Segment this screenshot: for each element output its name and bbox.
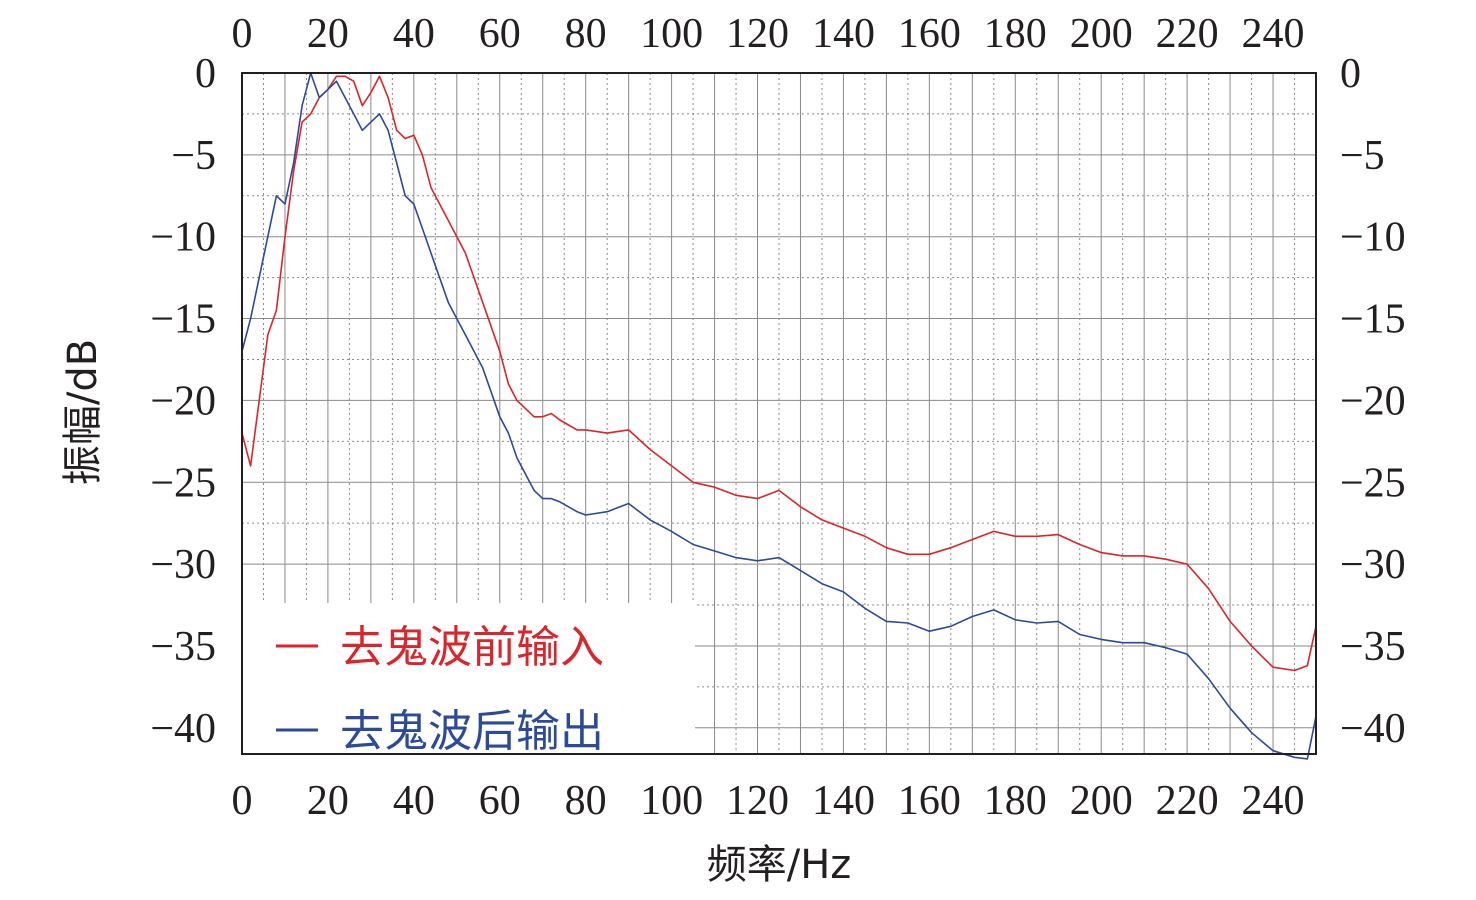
x-tick-label-top: 40 [393,11,435,57]
x-tick-label-bottom: 140 [812,778,875,824]
x-tick-label-bottom: 240 [1242,778,1305,824]
x-tick-label-top: 240 [1242,11,1305,57]
y-tick-label-left: −30 [150,542,216,588]
x-tick-label-bottom: 100 [640,778,703,824]
x-tick-label-top: 20 [307,11,349,57]
x-tick-label-top: 120 [726,11,789,57]
grid-lines [242,73,1316,754]
y-tick-label-left: −35 [150,624,216,670]
x-tick-label-bottom: 160 [898,778,961,824]
x-tick-label-top: 0 [232,11,253,57]
y-tick-label-right: −35 [1340,624,1406,670]
x-tick-label-top: 220 [1156,11,1219,57]
y-tick-label-left: −15 [150,297,216,343]
y-tick-label-right: −10 [1340,215,1406,261]
series-line-1 [241,72,1317,760]
y-tick-label-left: 0 [195,51,216,97]
x-tick-label-top: 160 [898,11,961,57]
tick-labels: 0020204040606080801001001201201401401601… [150,11,1405,824]
y-tick-label-right: −40 [1340,706,1406,752]
series-line-0 [241,75,1317,672]
y-tick-label-left: −20 [150,378,216,424]
y-tick-label-right: −30 [1340,542,1406,588]
x-tick-label-top: 180 [984,11,1047,57]
y-tick-label-right: −25 [1340,460,1406,506]
x-tick-label-bottom: 20 [307,778,349,824]
y-axis-title: 振幅/dB [60,339,106,485]
x-axis-title: 频率/Hz [707,842,852,888]
x-tick-label-top: 80 [565,11,607,57]
x-tick-label-bottom: 60 [479,778,521,824]
x-tick-label-bottom: 40 [393,778,435,824]
y-tick-label-left: −40 [150,706,216,752]
x-tick-label-bottom: 80 [565,778,607,824]
plot-frame [241,72,1317,755]
x-tick-label-bottom: 180 [984,778,1047,824]
legend: 去鬼波前输入 去鬼波后输出 [243,603,695,757]
y-tick-label-right: −15 [1340,297,1406,343]
legend-label-before-input: 去鬼波前输入 [340,622,604,673]
x-tick-label-bottom: 220 [1156,778,1219,824]
x-tick-label-top: 60 [479,11,521,57]
legend-box [243,603,695,753]
x-tick-label-bottom: 200 [1070,778,1133,824]
y-tick-label-right: −20 [1340,378,1406,424]
series-layer [241,72,1317,760]
x-tick-label-top: 200 [1070,11,1133,57]
x-tick-label-top: 100 [640,11,703,57]
y-tick-label-right: −5 [1340,133,1385,179]
x-tick-label-top: 140 [812,11,875,57]
y-tick-label-left: −5 [171,133,216,179]
legend-label-after-output: 去鬼波后输出 [340,706,604,757]
x-tick-label-bottom: 120 [726,778,789,824]
y-tick-label-left: −10 [150,215,216,261]
y-tick-label-left: −25 [150,460,216,506]
y-tick-label-right: 0 [1340,51,1361,97]
x-tick-label-bottom: 0 [232,778,253,824]
